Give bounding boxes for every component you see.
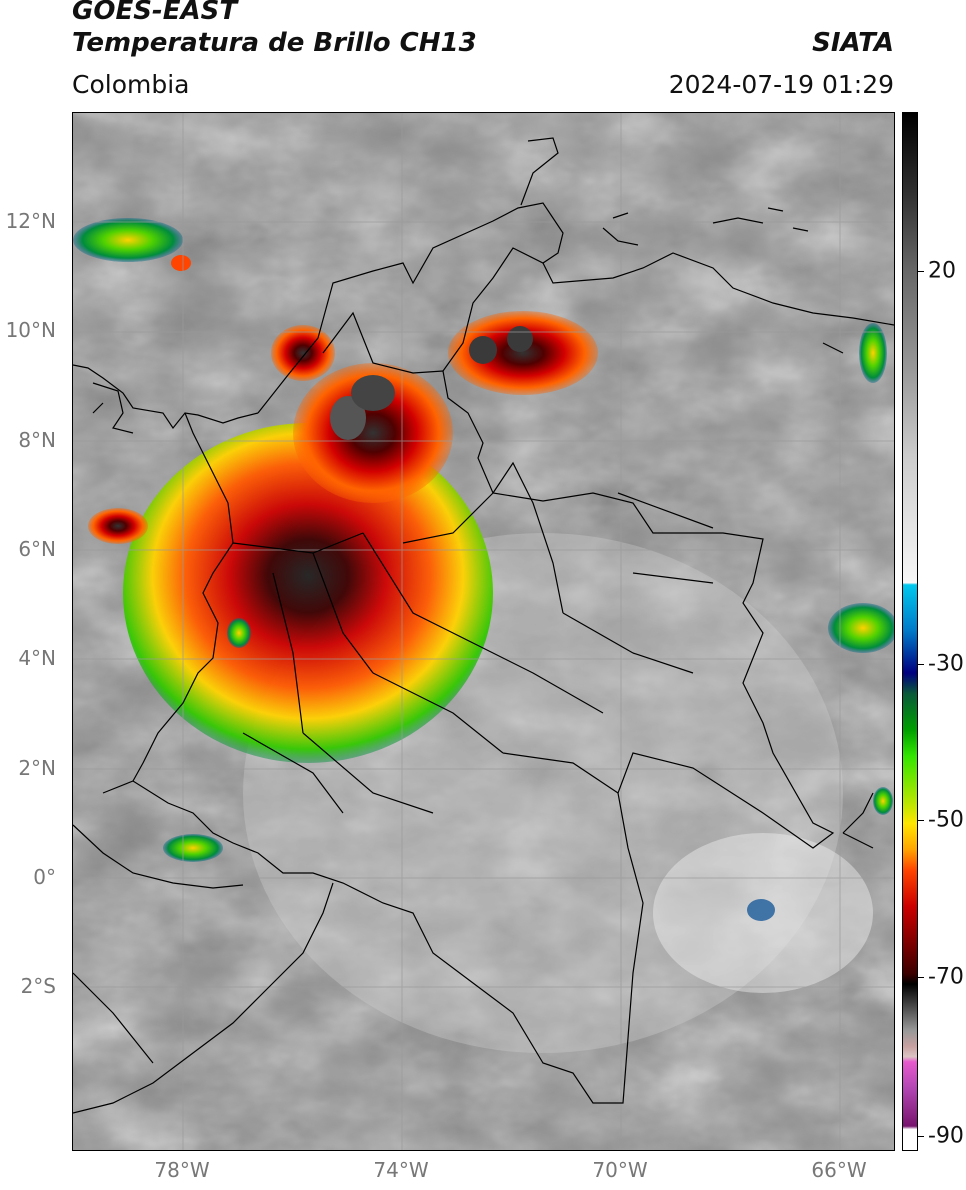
lon-tick-label: 74°W — [373, 1158, 429, 1182]
region-label: Colombia — [72, 70, 190, 99]
colorbar-tick-label: 20 — [928, 258, 956, 284]
colorbar-tick-label: -30 — [928, 651, 964, 677]
colorbar-tick-label: -90 — [928, 1123, 964, 1149]
lat-tick-label: 10°N — [5, 318, 56, 343]
political-boundaries — [73, 137, 894, 1114]
convective-storm-northeast — [448, 311, 598, 395]
lon-tick-label: 78°W — [154, 1158, 210, 1182]
lon-tick-label: 70°W — [592, 1158, 648, 1182]
lat-tick-label: 4°N — [18, 646, 56, 671]
lat-tick-label: 2°S — [20, 974, 56, 999]
colorbar-tick — [918, 977, 924, 978]
colorbar-tick — [918, 664, 924, 665]
datetime-label: 2024-07-19 01:29 — [668, 70, 894, 99]
convective-storm-main — [123, 325, 493, 763]
lat-tick-label: 8°N — [18, 427, 56, 452]
colorbar — [902, 112, 918, 1151]
lat-tick-label: 0° — [33, 864, 56, 889]
colorbar-tick — [918, 1136, 924, 1137]
satellite-title: GOES-EAST — [72, 0, 238, 26]
satellite-map[interactable] — [72, 112, 895, 1151]
convective-cells-small — [73, 218, 894, 921]
graticule — [73, 113, 894, 1150]
lon-tick-label: 66°W — [811, 1158, 867, 1182]
lat-tick-label: 2°N — [18, 755, 56, 780]
map-canvas — [73, 113, 894, 1150]
lat-tick-label: 12°N — [5, 209, 56, 233]
colorbar-tick — [918, 271, 924, 272]
colorbar-tick-label: -50 — [928, 807, 964, 833]
lat-tick-label: 6°N — [18, 536, 56, 561]
product-title: Temperatura de Brillo CH13 — [72, 28, 477, 58]
colorbar-tick — [918, 820, 924, 821]
agency-label: SIATA — [812, 28, 894, 58]
colorbar-tick-label: -70 — [928, 964, 964, 990]
